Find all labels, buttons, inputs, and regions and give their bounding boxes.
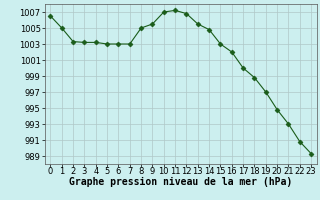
X-axis label: Graphe pression niveau de la mer (hPa): Graphe pression niveau de la mer (hPa) (69, 177, 292, 187)
